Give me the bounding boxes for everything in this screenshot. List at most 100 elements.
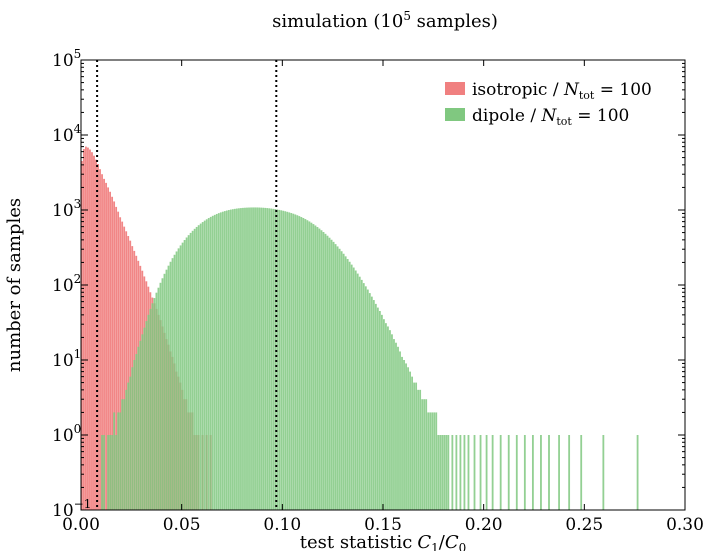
dipole-bar (334, 244, 337, 510)
isotropic-bar (111, 196, 114, 510)
dipole-bar (326, 235, 329, 510)
dipole-bar (399, 351, 401, 510)
dipole-bar (370, 296, 373, 510)
dipole-bar (203, 220, 206, 510)
dipole-bar (395, 342, 397, 510)
svg-text:dipole / Ntot = 100: dipole / Ntot = 100 (472, 106, 629, 128)
dipole-bar (217, 213, 220, 510)
dipole-bar (491, 435, 494, 510)
dipole-bar (380, 314, 383, 510)
dipole-bar (413, 382, 416, 510)
dipole-bar (189, 232, 192, 511)
dipole-bar (423, 399, 426, 510)
dipole-bar (322, 231, 325, 511)
dipole-bar (234, 208, 236, 510)
x-axis: 0.00 0.05 0.10 0.15 0.20 0.25 0.30 (62, 60, 704, 535)
isotropic-bar (109, 191, 111, 510)
dipole-bar (173, 254, 176, 510)
dipole-bar (121, 399, 124, 510)
dipole-bar (393, 339, 395, 510)
dipole-bar (332, 241, 335, 511)
dipole-bar (109, 435, 111, 510)
dipole-bar (278, 209, 281, 510)
dipole-bar (181, 242, 184, 511)
dipole-bar (191, 230, 194, 510)
dipole-bar (211, 215, 214, 510)
dipole-bar (298, 216, 301, 511)
dipole-bar (356, 273, 359, 510)
dipole-bar (415, 382, 418, 510)
dipole-bar (141, 334, 144, 510)
dipole-bar (213, 214, 216, 511)
dipole-bar (431, 412, 434, 510)
legend-label-dipole: dipole (472, 106, 525, 126)
y-tick-label: 105 (52, 47, 81, 71)
dipole-bar (284, 211, 287, 510)
dipole-bar (417, 389, 420, 510)
dipole-bar (310, 222, 313, 510)
dipole-bar (459, 435, 462, 510)
dipole-bar (324, 233, 327, 511)
legend-item-isotropic: isotropic / Ntot = 100 (445, 80, 652, 102)
dipole-bar (372, 300, 375, 510)
isotropic-bar (117, 211, 120, 511)
isotropic-bar (101, 174, 103, 510)
isotropic-bar (95, 159, 97, 511)
dipole-bar (636, 435, 639, 510)
dipole-bar (568, 435, 571, 510)
dipole-bar (411, 376, 413, 510)
dipole-bar (229, 209, 232, 510)
dipole-bar (439, 435, 442, 510)
dipole-bar (368, 293, 371, 510)
dipole-bar (401, 356, 403, 510)
dipole-bar (113, 412, 116, 510)
dipole-bar (117, 412, 120, 510)
y-tick-label: 10−1 (52, 497, 91, 521)
dipole-bar (125, 389, 128, 510)
dipole-bar (346, 259, 349, 510)
dipole-bar (270, 208, 273, 510)
dipole-bar (155, 292, 158, 510)
dipole-bar (290, 213, 293, 510)
dipole-bar (177, 248, 180, 510)
svg-text:isotropic / Ntot = 100: isotropic / Ntot = 100 (472, 80, 652, 102)
dipole-bar (129, 376, 132, 510)
dipole-bar (288, 212, 291, 511)
dipole-bar (135, 354, 138, 510)
y-tick-label: 102 (52, 272, 81, 296)
dipole-bar (236, 208, 238, 510)
dipole-bar (167, 265, 170, 510)
legend-swatch-dipole (445, 108, 465, 121)
dipole-bar (246, 207, 248, 510)
dipole-bar (207, 218, 210, 510)
dipole-bar (366, 289, 369, 510)
dipole-bar (199, 223, 202, 510)
dipole-bar (254, 207, 256, 510)
dipole-bar (101, 435, 103, 510)
dipole-bar (463, 435, 466, 510)
dipole-bar (405, 363, 407, 510)
dipole-bar (531, 435, 534, 510)
dipole-bar (507, 435, 510, 510)
dipole-bar (215, 213, 218, 510)
dipole-bar (183, 240, 186, 510)
dipole-bar (250, 207, 252, 510)
isotropic-bar (125, 231, 128, 510)
legend-item-dipole: dipole / Ntot = 100 (445, 106, 629, 128)
dipole-bar (358, 276, 361, 510)
dipole-bar (499, 435, 502, 510)
dipole-bar (205, 219, 208, 510)
dipole-bar (187, 235, 190, 510)
dipole-bar (286, 211, 289, 510)
dipole-bar (107, 435, 109, 510)
dipole-bar (427, 412, 430, 510)
dipole-bar (540, 435, 542, 510)
dipole-bar (264, 207, 267, 510)
x-tick-label: 0.25 (565, 515, 603, 535)
dipole-bar (523, 435, 526, 510)
dipole-bar (201, 222, 204, 511)
dipole-bar (376, 307, 379, 510)
dipole-bar (447, 435, 450, 510)
dipole-bar (127, 382, 130, 510)
y-tick-label: 101 (52, 347, 81, 371)
